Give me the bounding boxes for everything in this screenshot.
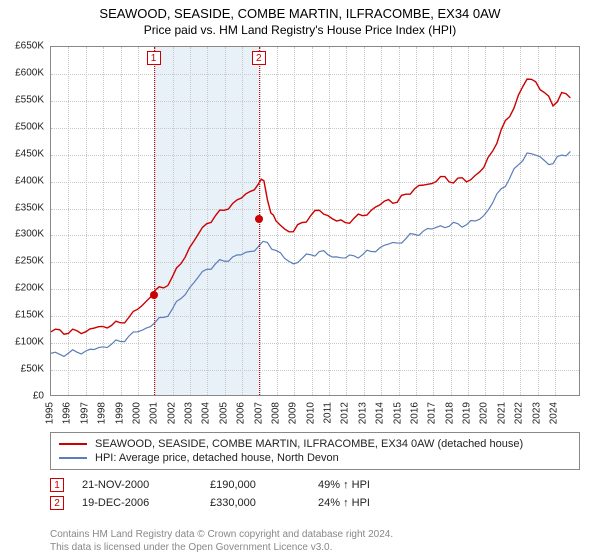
chart-lines: [51, 47, 579, 395]
footer-line-1: Contains HM Land Registry data © Crown c…: [50, 528, 580, 541]
x-axis: 1995199619971998199920002001200220032004…: [50, 398, 580, 432]
y-tick-label: £650K: [15, 41, 44, 52]
x-tick-label: 2020: [479, 402, 490, 424]
sale-date: 19-DEC-2006: [82, 497, 192, 509]
x-tick-label: 2008: [270, 402, 281, 424]
x-tick-label: 1996: [62, 402, 73, 424]
legend: SEAWOOD, SEASIDE, COMBE MARTIN, ILFRACOM…: [50, 432, 580, 470]
x-tick-label: 2007: [253, 402, 264, 424]
sale-marker-dot: [150, 291, 158, 299]
sale-marker-dot: [255, 215, 263, 223]
y-tick-label: £200K: [15, 283, 44, 294]
sale-row-marker: 1: [50, 478, 64, 492]
x-tick-label: 2009: [288, 402, 299, 424]
x-tick-label: 2002: [166, 402, 177, 424]
legend-label: HPI: Average price, detached house, Nort…: [95, 452, 339, 464]
legend-item: SEAWOOD, SEASIDE, COMBE MARTIN, ILFRACOM…: [59, 437, 571, 451]
x-tick-label: 2015: [392, 402, 403, 424]
x-tick-label: 2023: [531, 402, 542, 424]
x-tick-label: 2001: [149, 402, 160, 424]
y-tick-label: £150K: [15, 310, 44, 321]
y-tick-label: £450K: [15, 148, 44, 159]
x-tick-label: 2004: [201, 402, 212, 424]
x-tick-label: 1998: [97, 402, 108, 424]
x-tick-label: 1995: [45, 402, 56, 424]
sale-marker-box: 2: [252, 51, 266, 65]
plot-area: 12: [50, 46, 580, 396]
sale-price: £330,000: [210, 497, 300, 509]
x-tick-label: 2024: [548, 402, 559, 424]
sale-marker-line: [154, 47, 155, 395]
y-tick-label: £400K: [15, 175, 44, 186]
x-tick-label: 2013: [357, 402, 368, 424]
y-tick-label: £600K: [15, 67, 44, 78]
chart-container: SEAWOOD, SEASIDE, COMBE MARTIN, ILFRACOM…: [0, 0, 600, 560]
x-tick-label: 2018: [444, 402, 455, 424]
x-tick-label: 2003: [184, 402, 195, 424]
series-line-hpi: [51, 151, 570, 356]
sale-pct-vs-hpi: 49% ↑ HPI: [318, 479, 418, 491]
chart-title: SEAWOOD, SEASIDE, COMBE MARTIN, ILFRACOM…: [0, 0, 600, 21]
x-tick-label: 2000: [131, 402, 142, 424]
x-tick-label: 2011: [323, 402, 334, 424]
chart-subtitle: Price paid vs. HM Land Registry's House …: [0, 21, 600, 37]
y-tick-label: £250K: [15, 256, 44, 267]
y-tick-label: £50K: [21, 364, 44, 375]
sales-table: 1 21-NOV-2000 £190,000 49% ↑ HPI 2 19-DEC-200…: [50, 476, 580, 512]
sale-price: £190,000: [210, 479, 300, 491]
x-tick-label: 2022: [514, 402, 525, 424]
x-tick-label: 2010: [305, 402, 316, 424]
sale-date: 21-NOV-2000: [82, 479, 192, 491]
x-tick-label: 2006: [236, 402, 247, 424]
series-line-property: [51, 79, 570, 334]
y-tick-label: £350K: [15, 202, 44, 213]
legend-swatch: [59, 443, 87, 445]
sale-row: 2 19-DEC-2006 £330,000 24% ↑ HPI: [50, 494, 580, 512]
x-tick-label: 1997: [79, 402, 90, 424]
sale-pct-vs-hpi: 24% ↑ HPI: [318, 497, 418, 509]
x-tick-label: 2014: [375, 402, 386, 424]
x-tick-label: 2021: [496, 402, 507, 424]
legend-item: HPI: Average price, detached house, Nort…: [59, 451, 571, 465]
x-tick-label: 2016: [409, 402, 420, 424]
x-tick-label: 2005: [218, 402, 229, 424]
x-tick-label: 2012: [340, 402, 351, 424]
footer-line-2: This data is licensed under the Open Gov…: [50, 541, 580, 554]
y-tick-label: £550K: [15, 94, 44, 105]
footer-attribution: Contains HM Land Registry data © Crown c…: [50, 528, 580, 554]
y-tick-label: £500K: [15, 121, 44, 132]
x-tick-label: 2017: [427, 402, 438, 424]
x-tick-label: 1999: [114, 402, 125, 424]
y-tick-label: £300K: [15, 229, 44, 240]
sale-row-marker: 2: [50, 496, 64, 510]
legend-label: SEAWOOD, SEASIDE, COMBE MARTIN, ILFRACOM…: [95, 438, 523, 450]
y-tick-label: £0: [33, 391, 44, 402]
y-axis: £0£50K£100K£150K£200K£250K£300K£350K£400…: [0, 46, 48, 396]
sale-row: 1 21-NOV-2000 £190,000 49% ↑ HPI: [50, 476, 580, 494]
y-tick-label: £100K: [15, 337, 44, 348]
legend-swatch: [59, 457, 87, 459]
sale-marker-box: 1: [147, 51, 161, 65]
x-tick-label: 2019: [462, 402, 473, 424]
